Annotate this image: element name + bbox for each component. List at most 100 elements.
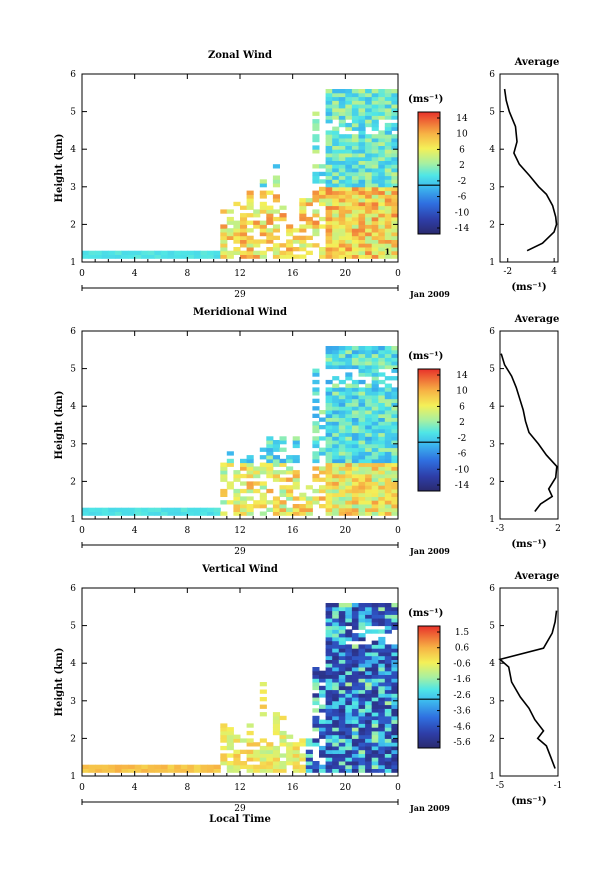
colorbar bbox=[417, 111, 441, 235]
profile-frame bbox=[499, 587, 559, 777]
y-tick-label: 4 bbox=[70, 145, 76, 155]
profile-y-tick-label: 1 bbox=[489, 515, 495, 525]
colorbar-tick-label: -2 bbox=[458, 434, 467, 444]
profile-x-label: (ms⁻¹) bbox=[511, 539, 546, 550]
profile-y-tick-label: 1 bbox=[489, 772, 495, 782]
x-tick-label: 20 bbox=[340, 783, 352, 793]
date-label: Jan 2009 bbox=[409, 289, 450, 299]
y-tick-label: 3 bbox=[70, 697, 76, 707]
colorbar-tick-label: -1.6 bbox=[453, 675, 471, 685]
profile-frame bbox=[499, 73, 559, 263]
x-tick-label: 0 bbox=[79, 269, 85, 279]
y-tick-label: 1 bbox=[70, 772, 76, 782]
y-tick-label: 5 bbox=[70, 622, 76, 632]
colorbar-tick-label: -2.6 bbox=[453, 691, 471, 701]
x-tick-label: 8 bbox=[184, 783, 190, 793]
profile-line bbox=[503, 88, 558, 252]
colorbar-tick-label: -5.6 bbox=[453, 738, 471, 748]
colorbar-tick-label: -14 bbox=[455, 224, 470, 234]
profile-y-tick-label: 5 bbox=[489, 622, 495, 632]
x-tick-label: 4 bbox=[132, 269, 138, 279]
y-axis-label: Height (km) bbox=[54, 134, 65, 203]
y-tick-label: 2 bbox=[70, 477, 76, 487]
colorbar-tick-label: -3.6 bbox=[453, 707, 471, 717]
profile-x-tick-label: -2 bbox=[503, 267, 512, 277]
colorbar-tick-label: -14 bbox=[455, 481, 470, 491]
colorbar-tick-label: 6 bbox=[459, 145, 465, 155]
colorbar-tick-label: -10 bbox=[455, 465, 470, 475]
panel-title: Vertical Wind bbox=[201, 564, 278, 575]
y-tick-label: 1 bbox=[70, 515, 76, 525]
profile-x-tick-label: 4 bbox=[551, 267, 557, 277]
heatmap-field bbox=[82, 603, 399, 773]
profile-y-tick-label: 2 bbox=[489, 477, 495, 487]
y-axis-label: Height (km) bbox=[54, 648, 65, 717]
x-tick-label: 4 bbox=[132, 526, 138, 536]
x-tick-label: 20 bbox=[340, 269, 352, 279]
profile-x-label: (ms⁻¹) bbox=[511, 796, 546, 807]
y-tick-label: 6 bbox=[70, 327, 76, 337]
colorbar-tick-label: 2 bbox=[459, 161, 465, 171]
day-label: 29 bbox=[234, 547, 246, 557]
profile-x-tick-label: -3 bbox=[496, 524, 505, 534]
x-tick-label: 0 bbox=[395, 783, 401, 793]
profile-y-tick-label: 4 bbox=[489, 659, 495, 669]
panel-title: Meridional Wind bbox=[193, 307, 287, 318]
colorbar-tick-label: -0.6 bbox=[453, 659, 471, 669]
y-tick-label: 5 bbox=[70, 108, 76, 118]
y-tick-label: 4 bbox=[70, 402, 76, 412]
profile-y-tick-label: 3 bbox=[489, 697, 495, 707]
colorbar bbox=[417, 368, 441, 492]
colorbar-unit: (ms⁻¹) bbox=[408, 608, 443, 619]
colorbar-tick-label: 10 bbox=[456, 387, 468, 397]
colorbar-tick-label: -6 bbox=[458, 193, 467, 203]
profile-y-tick-label: 4 bbox=[489, 402, 495, 412]
contour-annotation: 1 bbox=[385, 246, 391, 256]
colorbar-tick-label: 2 bbox=[459, 418, 465, 428]
colorbar-tick-label: 0.6 bbox=[455, 644, 470, 654]
x-tick-label: 0 bbox=[395, 526, 401, 536]
colorbar-tick-label: 14 bbox=[456, 114, 468, 124]
y-tick-label: 3 bbox=[70, 183, 76, 193]
colorbar-unit: (ms⁻¹) bbox=[408, 351, 443, 362]
y-tick-label: 1 bbox=[70, 258, 76, 268]
x-tick-label: 16 bbox=[287, 269, 299, 279]
colorbar-tick-label: 10 bbox=[456, 130, 468, 140]
day-label: 29 bbox=[234, 290, 246, 300]
profile-y-tick-label: 3 bbox=[489, 440, 495, 450]
colorbar-tick-label: -4.6 bbox=[453, 722, 471, 732]
colorbar-tick-label: -6 bbox=[458, 450, 467, 460]
x-tick-label: 12 bbox=[234, 783, 245, 793]
profile-y-tick-label: 2 bbox=[489, 734, 495, 744]
profile-x-tick-label: -1 bbox=[554, 781, 563, 791]
x-tick-label: 0 bbox=[79, 783, 85, 793]
colorbar-tick-label: -2 bbox=[458, 177, 467, 187]
colorbar-tick-label: -10 bbox=[455, 208, 470, 218]
profile-title: Average bbox=[514, 314, 560, 325]
profile-line bbox=[498, 610, 558, 769]
colorbar-unit: (ms⁻¹) bbox=[408, 94, 443, 105]
x-tick-label: 0 bbox=[79, 526, 85, 536]
x-tick-label: 16 bbox=[287, 783, 299, 793]
profile-y-tick-label: 5 bbox=[489, 365, 495, 375]
profile-title: Average bbox=[514, 57, 560, 68]
profile-y-tick-label: 6 bbox=[489, 584, 495, 594]
profile-y-tick-label: 1 bbox=[489, 258, 495, 268]
x-tick-label: 12 bbox=[234, 526, 245, 536]
profile-y-tick-label: 6 bbox=[489, 70, 495, 80]
y-tick-label: 3 bbox=[70, 440, 76, 450]
y-tick-label: 5 bbox=[70, 365, 76, 375]
x-tick-label: 16 bbox=[287, 526, 299, 536]
x-axis-label: Local Time bbox=[209, 814, 271, 825]
panel-title: Zonal Wind bbox=[208, 50, 272, 61]
profile-x-label: (ms⁻¹) bbox=[511, 282, 546, 293]
y-tick-label: 2 bbox=[70, 734, 76, 744]
profile-y-tick-label: 6 bbox=[489, 327, 495, 337]
date-label: Jan 2009 bbox=[409, 546, 450, 556]
colorbar-tick-label: 1.5 bbox=[455, 628, 470, 638]
profile-y-tick-label: 5 bbox=[489, 108, 495, 118]
